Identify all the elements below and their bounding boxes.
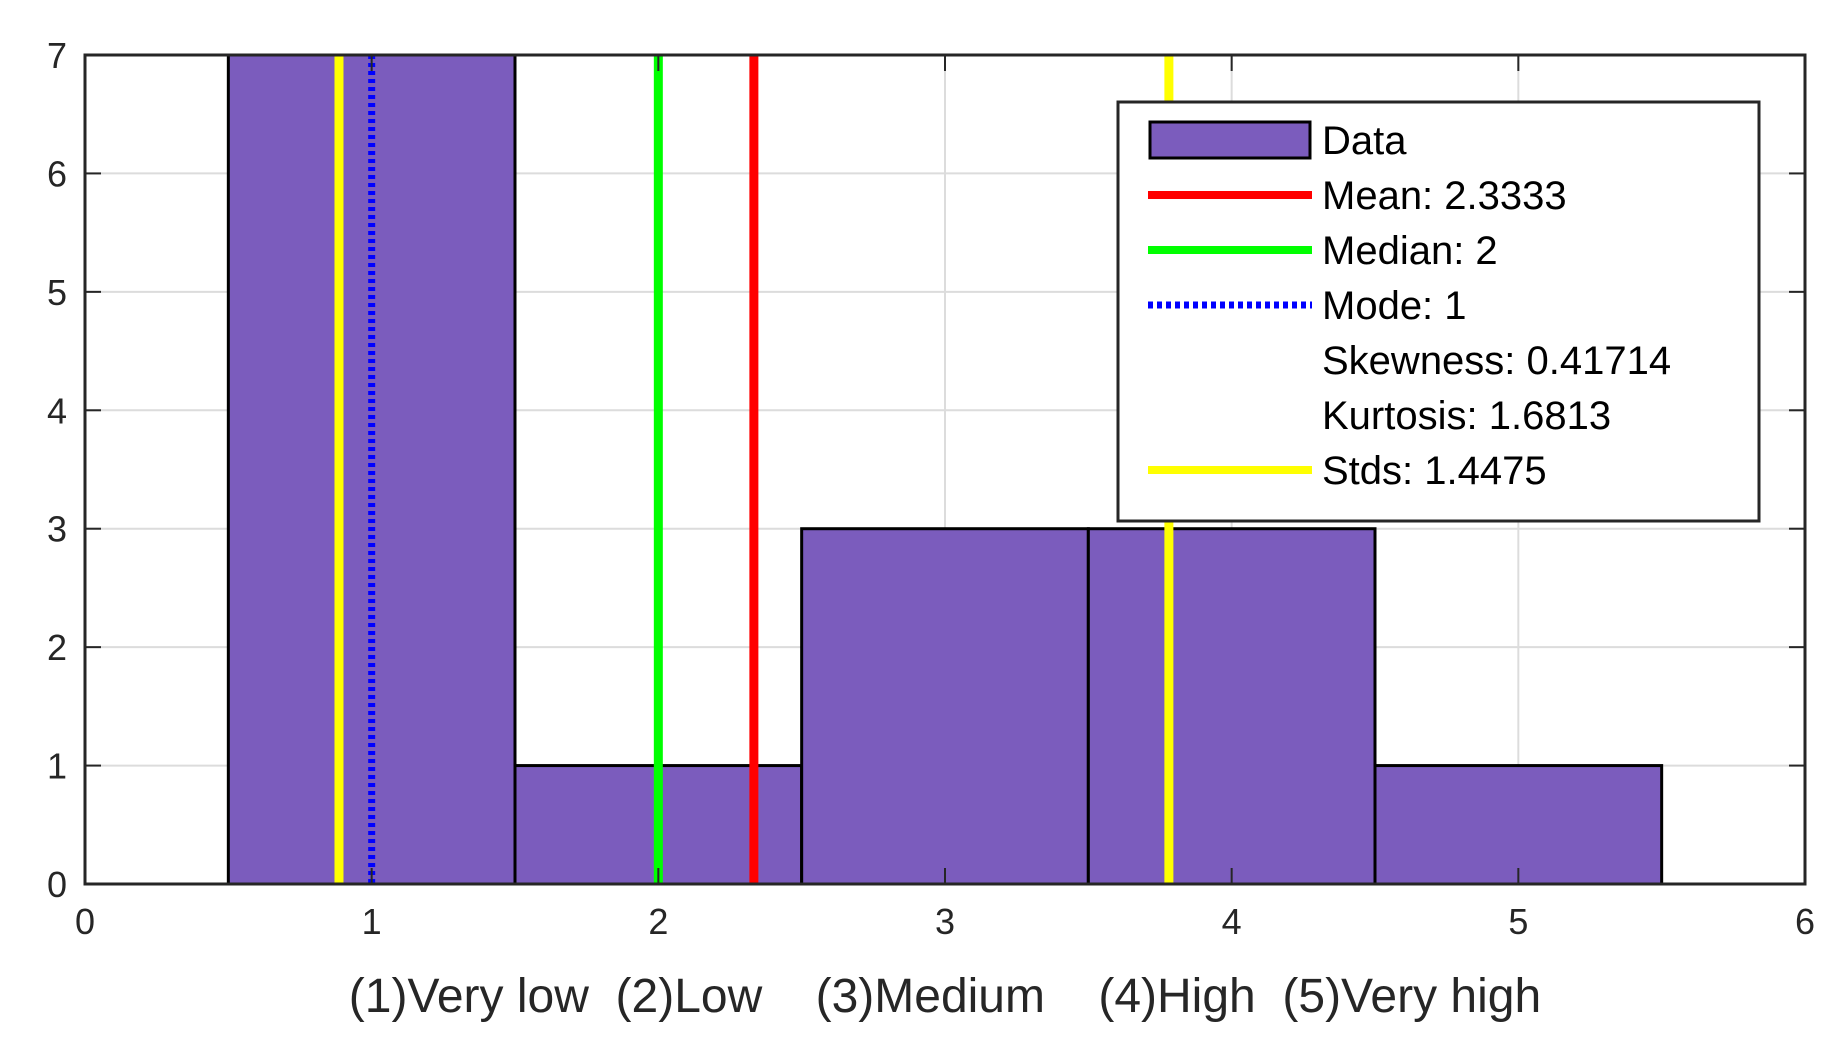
y-tick-label-6: 6 xyxy=(47,153,67,194)
legend-label-5: Kurtosis: 1.6813 xyxy=(1322,394,1611,438)
legend-entry-2: Median: 2 xyxy=(1148,229,1498,273)
x-axis-label: (1)Very low (2)Low (3)Medium (4)High (5)… xyxy=(349,970,1541,1023)
y-tick-label-0: 0 xyxy=(47,864,67,905)
x-tick-label-0: 0 xyxy=(75,901,95,942)
legend-label-6: Stds: 1.4475 xyxy=(1322,449,1547,493)
bar-5 xyxy=(1373,764,1664,886)
x-tick-label-2: 2 xyxy=(648,901,668,942)
legend-box xyxy=(1116,100,1761,523)
legend-entry-1: Mean: 2.3333 xyxy=(1148,174,1567,218)
y-tick-label-2: 2 xyxy=(47,627,67,668)
legend-label-1: Mean: 2.3333 xyxy=(1322,174,1567,218)
legend-swatch-0 xyxy=(1148,120,1312,160)
legend-entry-6: Stds: 1.4475 xyxy=(1148,449,1547,493)
x-tick-label-6: 6 xyxy=(1795,901,1815,942)
legend-label-2: Median: 2 xyxy=(1322,229,1498,273)
legend: Data Mean: 2.3333 Median: 2 Mode: 1 Skewness… xyxy=(1116,100,1761,523)
y-tick-label-7: 7 xyxy=(47,35,67,76)
x-tick-label-4: 4 xyxy=(1222,901,1242,942)
legend-label-0: Data xyxy=(1322,119,1407,163)
y-tick-label-3: 3 xyxy=(47,509,67,550)
x-tick-label-1: 1 xyxy=(362,901,382,942)
legend-label-3: Mode: 1 xyxy=(1322,284,1467,328)
legend-entry-5: Kurtosis: 1.6813 xyxy=(1322,394,1611,438)
legend-entry-0: Data xyxy=(1148,119,1407,163)
legend-label-4: Skewness: 0.41714 xyxy=(1322,339,1671,383)
x-tick-label-5: 5 xyxy=(1508,901,1528,942)
bar-4 xyxy=(1086,527,1377,886)
legend-entry-3: Mode: 1 xyxy=(1148,284,1467,328)
axes xyxy=(83,53,1807,886)
legend-entry-4: Skewness: 0.41714 xyxy=(1322,339,1671,383)
y-tick-label-4: 4 xyxy=(47,390,67,431)
bar-3 xyxy=(800,527,1090,886)
y-tick-label-5: 5 xyxy=(47,272,67,313)
y-tick-label-1: 1 xyxy=(47,746,67,787)
x-tick-label-3: 3 xyxy=(935,901,955,942)
tick-labels: 0 1 2 3 4 5 6 0 1 2 3 4 5 6 7 xyxy=(47,35,1815,942)
